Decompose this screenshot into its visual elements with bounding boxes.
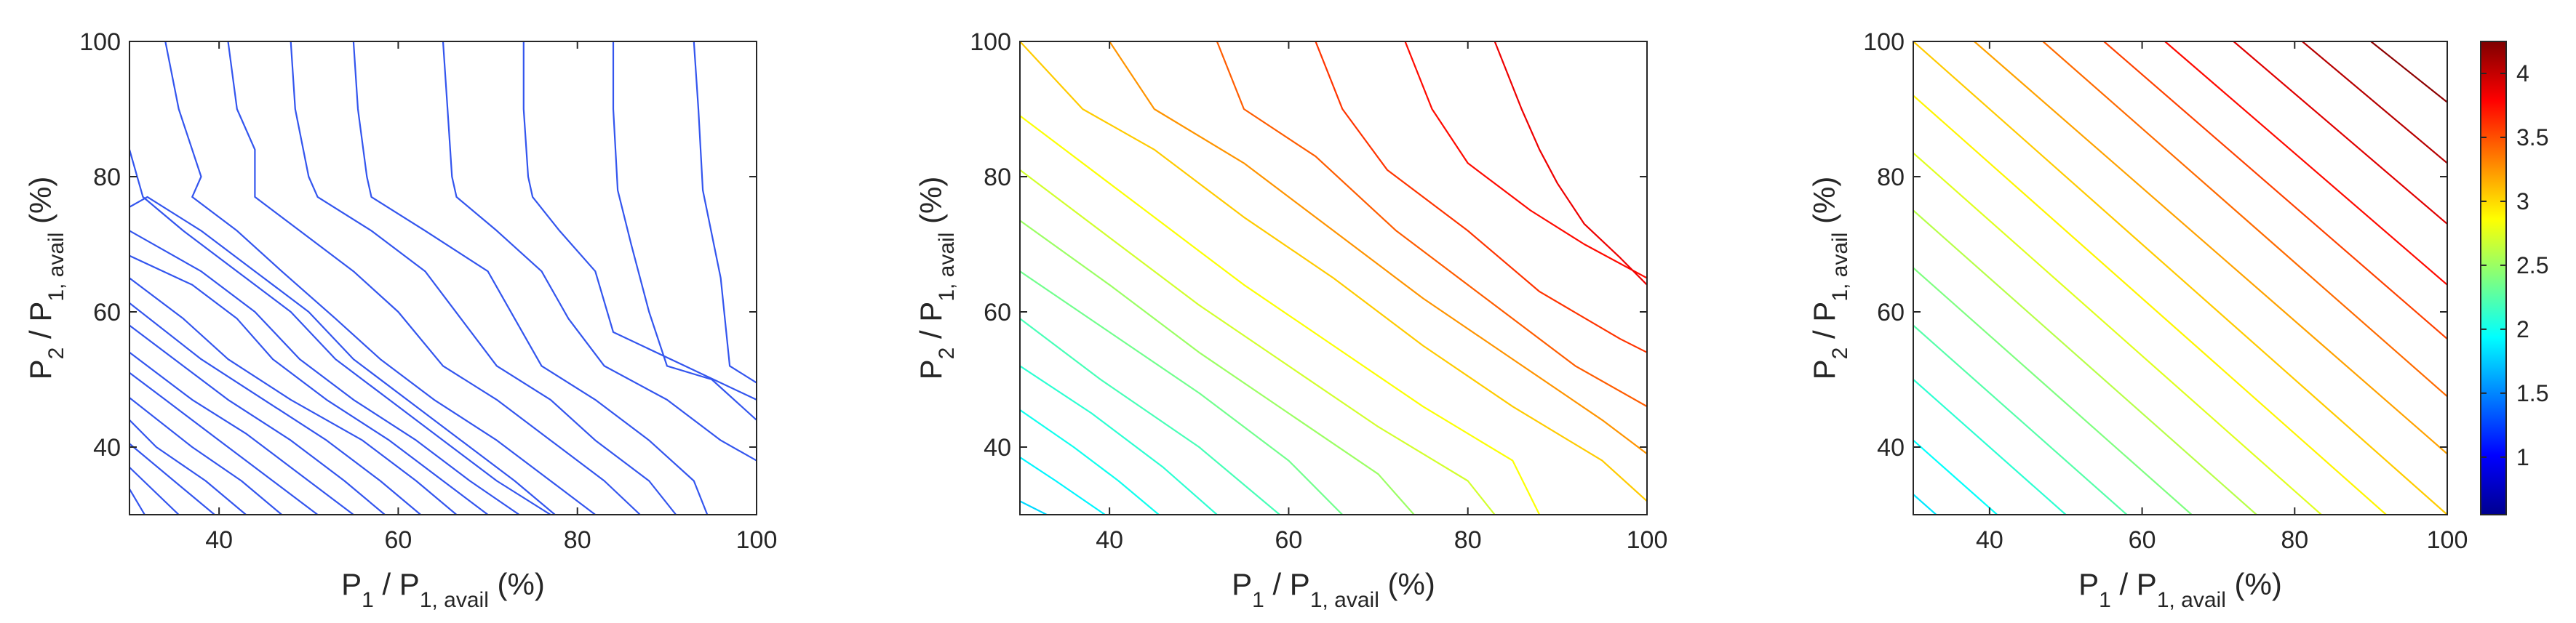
x-tick-label: 60	[2129, 526, 2156, 554]
x-tick-label: 100	[2427, 526, 2468, 554]
contour-line	[129, 443, 215, 515]
contour-panel-middle: 40 60 80 100 40 60 80 100 P1 / P1, avail (%) P2…	[914, 28, 1667, 612]
contour-line	[1020, 169, 1496, 515]
contour-line	[129, 397, 283, 515]
contour-line	[2302, 41, 2447, 164]
contour-line	[1020, 409, 1160, 515]
contour-line	[352, 41, 709, 515]
contour-line	[164, 41, 596, 515]
y-tick-label: 60	[93, 299, 121, 326]
contour-line	[693, 41, 757, 384]
colorbar-tick-label: 1.5	[2516, 380, 2548, 406]
contour-line	[129, 467, 180, 515]
y-tick-label: 40	[984, 434, 1011, 462]
contour-line	[1913, 267, 2193, 515]
contour-line	[1020, 270, 1344, 515]
y-tick-label: 80	[984, 164, 1011, 191]
contour-line	[129, 302, 421, 515]
contour-line	[2103, 41, 2447, 340]
y-axis-label: P2 / P1, avail (%)	[914, 177, 959, 380]
colorbar-tick-label: 1	[2516, 444, 2529, 470]
contour-line	[129, 351, 354, 515]
contour-line	[2233, 41, 2447, 225]
colorbar-gradient	[2480, 41, 2507, 515]
contour-line	[1913, 494, 1937, 515]
y-tick-label: 80	[93, 164, 121, 191]
x-axis-label: P1 / P1, avail (%)	[2078, 567, 2282, 612]
colorbar: 1 1.5 2 2.5 3 3.5 4	[2480, 41, 2548, 515]
x-tick-label: 80	[1454, 526, 1482, 554]
x-tick-label: 40	[205, 526, 233, 554]
x-tick-label: 60	[385, 526, 412, 554]
axes-box	[129, 41, 757, 515]
x-tick-label: 80	[564, 526, 591, 554]
colorbar-tick-label: 2.5	[2516, 252, 2548, 278]
x-axis-label: P1 / P1, avail (%)	[1232, 567, 1435, 612]
x-tick-label: 100	[736, 526, 778, 554]
contour-line	[1913, 379, 2067, 515]
contour-line	[1020, 457, 1106, 515]
y-tick-label: 60	[984, 299, 1011, 326]
x-tick-label: 100	[1627, 526, 1668, 554]
contour-line	[2164, 41, 2447, 286]
contour-line	[522, 41, 757, 401]
y-tick-label: 100	[970, 28, 1011, 56]
contour-line	[1109, 41, 1647, 455]
y-tick-label: 80	[1877, 164, 1905, 191]
y-tick-label: 40	[93, 434, 121, 462]
contour-line	[1913, 152, 2322, 515]
axes-box	[1913, 41, 2448, 515]
y-axis-label: P2 / P1, avail (%)	[1807, 177, 1852, 380]
contour-line	[1913, 95, 2387, 515]
contour-line	[1315, 41, 1647, 353]
contour-line	[1913, 41, 2447, 515]
contour-line	[290, 41, 677, 515]
contour-line	[1913, 324, 2128, 515]
y-tick-label: 100	[1863, 28, 1905, 56]
contour-line	[1216, 41, 1647, 408]
contour-line	[129, 324, 386, 515]
contour-line	[129, 489, 145, 515]
contour-line	[1020, 365, 1218, 515]
contour-line	[1020, 115, 1541, 515]
y-tick-label: 100	[79, 28, 121, 56]
contour-line	[1020, 41, 1647, 502]
contour-panel-left: 40 60 80 100 40 60 80 100 P1 / P1, avail (%) P2…	[23, 28, 777, 612]
colorbar-tick-label: 3	[2516, 188, 2529, 214]
contour-line	[1913, 439, 1998, 515]
contour-line	[2042, 41, 2447, 398]
colorbar-tick-label: 2	[2516, 316, 2529, 342]
contour-line	[1404, 41, 1647, 279]
contour-line	[1020, 220, 1415, 515]
contour-line	[442, 41, 757, 462]
contour-line	[129, 371, 319, 515]
contour-line	[1974, 41, 2447, 455]
contour-line	[2370, 41, 2447, 103]
contour-line	[1494, 41, 1647, 286]
x-tick-label: 60	[1275, 526, 1303, 554]
x-tick-label: 40	[1096, 526, 1123, 554]
y-tick-label: 40	[1877, 434, 1905, 462]
contour-line	[129, 196, 556, 515]
contour-line	[129, 254, 489, 515]
contour-line	[129, 230, 520, 515]
contour-line	[129, 419, 247, 515]
colorbar-tick-label: 4	[2516, 60, 2529, 87]
contour-panel-right: 40 60 80 100 40 60 80 100 P1 / P1, avail (%) P2…	[1807, 28, 2468, 612]
colorbar-tick-label: 3.5	[2516, 124, 2548, 150]
axes-box	[1019, 41, 1648, 515]
y-axis-label: P2 / P1, avail (%)	[23, 177, 68, 380]
x-tick-label: 80	[2281, 526, 2308, 554]
contour-line	[227, 41, 641, 515]
x-axis-label: P1 / P1, avail (%)	[341, 567, 545, 612]
contour-line	[1913, 209, 2257, 515]
contour-line	[1020, 500, 1048, 515]
contour-line	[129, 277, 458, 515]
contour-line	[129, 149, 551, 515]
x-tick-label: 40	[1976, 526, 2003, 554]
y-tick-label: 60	[1877, 299, 1905, 326]
contour-line	[612, 41, 757, 421]
contour-line	[1020, 318, 1280, 515]
